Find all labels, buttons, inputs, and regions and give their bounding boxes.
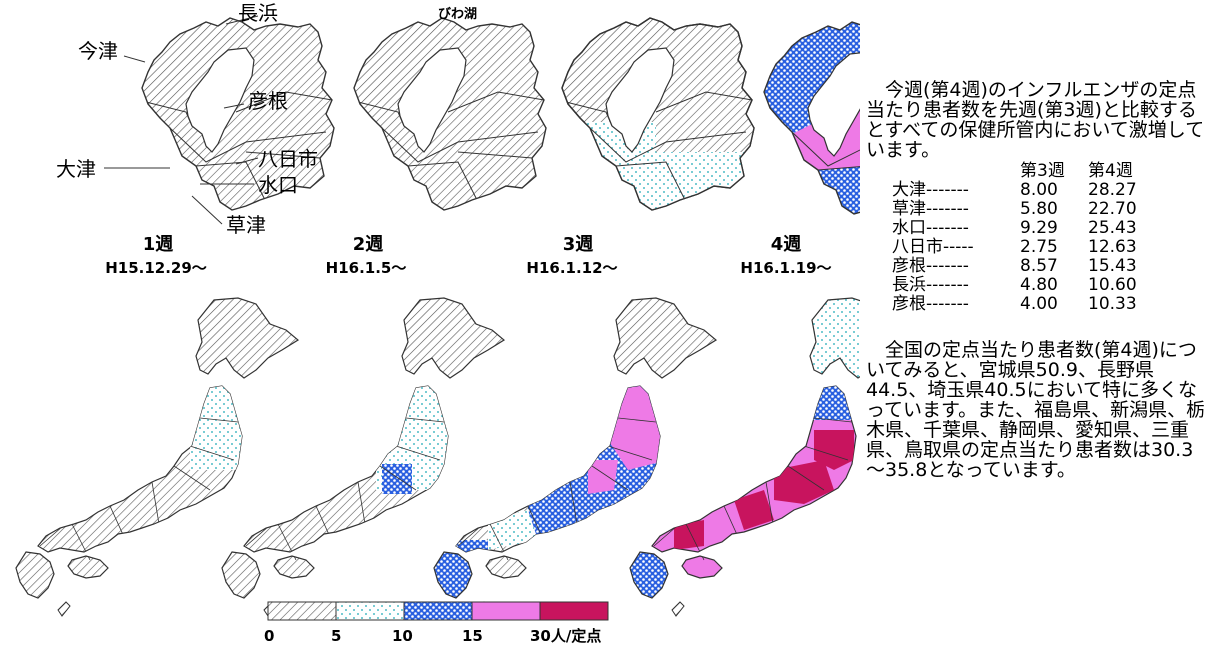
shiga-map-week3 <box>561 17 755 211</box>
table-row: 長浜------- 4.80 10.60 <box>892 275 1137 295</box>
table-row: 草津------- 5.80 22.70 <box>892 199 1137 219</box>
shiga-map-week1 <box>141 17 335 211</box>
legend-tick: 30人/定点 <box>530 627 601 645</box>
table-row: 八日市----- 2.75 12.63 <box>892 237 1137 257</box>
week4-date: H16.1.19〜 <box>740 259 831 277</box>
legend-tick: 0 <box>264 627 274 645</box>
national-text: 全国の定点当たり患者数(第4週)についてみると、宮城県50.9、長野県44.5、… <box>866 339 1206 481</box>
legend-band-0-5 <box>267 601 337 621</box>
table-row: 彦根------- 8.57 15.43 <box>892 256 1137 276</box>
label-kusatsu: 草津 <box>226 213 266 237</box>
week4-label: 4週 <box>771 234 802 255</box>
legend-tick: 15 <box>462 627 483 645</box>
week2-date: H16.1.5〜 <box>326 259 407 277</box>
legend-tick: 5 <box>331 627 341 645</box>
shiga-map-week2 <box>353 17 547 211</box>
label-yokaichi: 八日市 <box>258 147 318 171</box>
week1-date: H15.12.29〜 <box>105 259 207 277</box>
comparison-table: 第3週 第4週 大津------- 8.00 28.27 草津------- 5… <box>892 162 1137 314</box>
legend: 0 5 10 15 30人/定点 <box>264 601 609 645</box>
legend-band-10-15 <box>403 601 473 621</box>
intro-text: 今週(第4週)のインフルエンザの定点当たり患者数を先週(第3週)と比較するとすべ… <box>866 79 1205 161</box>
label-minakuchi: 水口 <box>258 173 298 197</box>
week1-label: 1週 <box>143 234 174 255</box>
legend-band-30-plus <box>539 601 609 621</box>
label-imazu: 今津 <box>78 39 118 63</box>
map-panel: 長浜 今津 彦根 大津 八日市 水口 草津 びわ湖 1週 2週 3週 4週 H1… <box>15 1 860 645</box>
label-hikone: 彦根 <box>248 89 288 113</box>
shiga-map-week4 <box>763 21 860 215</box>
label-nagahama: 長浜 <box>238 1 278 25</box>
week3-date: H16.1.12〜 <box>526 259 617 277</box>
week2-label: 2週 <box>353 234 384 255</box>
week3-label: 3週 <box>563 234 594 255</box>
table-header: 第3週 第4週 <box>892 162 1137 181</box>
table-row: 彦根------- 4.00 10.33 <box>892 294 1137 314</box>
label-biwa-lake: びわ湖 <box>438 7 477 22</box>
legend-tick: 10 <box>392 627 413 645</box>
legend-band-5-10 <box>335 601 405 621</box>
table-row: 水口------- 9.29 25.43 <box>892 218 1137 238</box>
col-week4: 第4週 <box>1088 161 1133 181</box>
label-otsu: 大津 <box>56 157 96 181</box>
commentary: 今週(第4週)のインフルエンザの定点当たり患者数を先週(第3週)と比較するとすべ… <box>866 80 1211 480</box>
table-row: 大津------- 8.00 28.27 <box>892 180 1137 200</box>
legend-band-15-30 <box>471 601 541 621</box>
col-week3: 第3週 <box>1020 161 1065 181</box>
